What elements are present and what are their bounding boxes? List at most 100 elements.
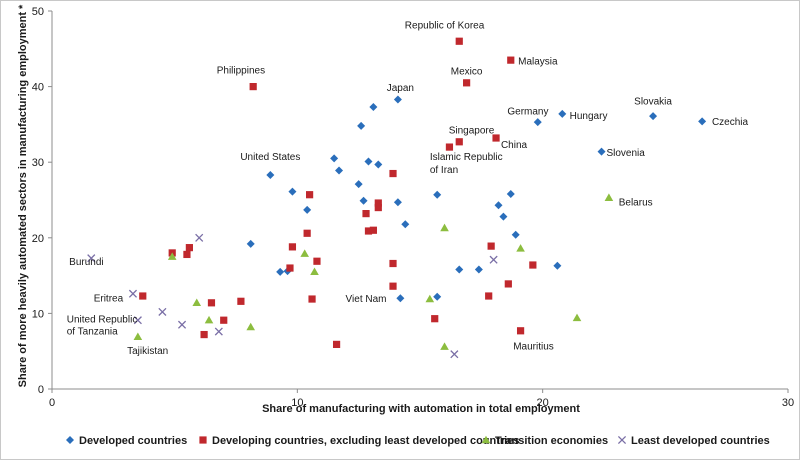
country-label: Mauritius — [513, 342, 554, 353]
least-developed-point — [158, 307, 167, 316]
developing-point — [369, 226, 377, 234]
developing-point — [516, 327, 525, 335]
developing-point — [237, 297, 245, 305]
transition-point — [204, 315, 214, 324]
country-label: Germany — [507, 107, 548, 118]
developing-point — [364, 227, 373, 235]
least-developed-point — [489, 255, 498, 264]
developed-point — [369, 103, 378, 112]
developed-point — [474, 265, 483, 274]
transition-point — [133, 332, 143, 341]
developing-point — [487, 242, 495, 250]
developing-point — [389, 259, 397, 268]
transition-point — [192, 298, 202, 307]
developed-point — [354, 180, 363, 189]
country-label: Slovakia — [634, 97, 672, 108]
developed-point — [511, 230, 520, 239]
developing-point — [504, 280, 512, 288]
developed-point — [276, 267, 285, 276]
transition-point — [440, 223, 449, 232]
developed-point — [558, 109, 567, 118]
developed-point — [401, 220, 410, 229]
developing-point — [455, 138, 463, 146]
least-developed-point — [195, 233, 204, 242]
country-label: Japan — [387, 83, 414, 94]
developing-point — [445, 143, 454, 151]
y-tick-label: 40 — [32, 82, 44, 94]
developed-point — [506, 189, 515, 198]
least-developed-point — [133, 316, 142, 325]
country-label: United Republic — [67, 314, 138, 325]
legend-marker — [481, 435, 491, 444]
developing-point — [249, 83, 257, 91]
developed-point — [374, 160, 383, 169]
legend-label: Developing countries, excluding least de… — [212, 435, 519, 447]
x-tick-label: 10 — [291, 397, 303, 409]
series-group — [133, 193, 614, 350]
y-tick-label: 10 — [32, 308, 44, 320]
developing-point — [308, 295, 316, 303]
developed-point — [553, 261, 562, 270]
transition-point — [516, 244, 525, 252]
country-label: Tajikistan — [127, 346, 168, 357]
developed-point — [393, 198, 402, 207]
country-label: Burundi — [69, 257, 103, 268]
transition-point — [300, 249, 309, 257]
x-tick-label: 30 — [782, 397, 794, 409]
developing-point — [332, 340, 341, 348]
country-label: Hungary — [570, 111, 608, 122]
country-label: Mexico — [451, 67, 483, 78]
country-label: Philippines — [217, 66, 265, 77]
developing-point — [485, 292, 493, 300]
legend-label: Transition economies — [495, 435, 608, 447]
developing-point — [200, 330, 208, 339]
series-group — [87, 233, 498, 359]
legend-marker — [199, 436, 207, 444]
country-label: Czechia — [712, 117, 749, 128]
y-tick-label: 0 — [38, 384, 44, 396]
x-axis-title: Share of manufacturing with automation i… — [262, 403, 580, 415]
developing-point — [362, 210, 370, 218]
series-group — [246, 95, 707, 303]
y-tick-label: 20 — [32, 233, 44, 245]
transition-point — [310, 267, 319, 276]
developing-point — [185, 244, 193, 252]
country-label: Malaysia — [518, 57, 558, 68]
developed-point — [649, 112, 658, 121]
developed-point — [494, 201, 503, 210]
developed-point — [698, 117, 707, 126]
legend: Developed countries Developing countries,… — [66, 435, 770, 447]
legend-label: Least developed countries — [631, 435, 770, 447]
developed-point — [499, 212, 508, 221]
y-tick-label: 50 — [32, 6, 44, 18]
developing-point — [389, 169, 397, 178]
developing-point — [303, 229, 311, 237]
transition-point — [425, 294, 435, 303]
least-developed-point — [177, 320, 187, 329]
developed-point — [330, 154, 339, 163]
transition-point — [246, 322, 256, 331]
transition-point — [604, 193, 614, 201]
least-developed-point — [87, 254, 96, 263]
country-label: of Tanzania — [67, 327, 118, 338]
developed-point — [266, 171, 275, 180]
data-points — [87, 37, 707, 359]
developed-point — [357, 121, 366, 130]
developing-point — [313, 257, 321, 265]
legend-marker — [617, 435, 627, 445]
developed-point — [359, 196, 368, 205]
developed-point — [246, 239, 255, 248]
developing-point — [183, 250, 191, 259]
least-developed-point — [214, 327, 223, 336]
developing-point — [139, 292, 147, 300]
developed-point — [597, 147, 606, 156]
developing-point — [374, 203, 382, 212]
country-label: Republic of Korea — [405, 20, 485, 31]
developing-point — [374, 199, 382, 207]
y-tick-label: 30 — [32, 157, 44, 169]
country-label: Slovenia — [606, 148, 645, 159]
x-tick-label: 20 — [537, 397, 549, 409]
developed-point — [533, 118, 542, 127]
developed-point — [396, 294, 405, 303]
